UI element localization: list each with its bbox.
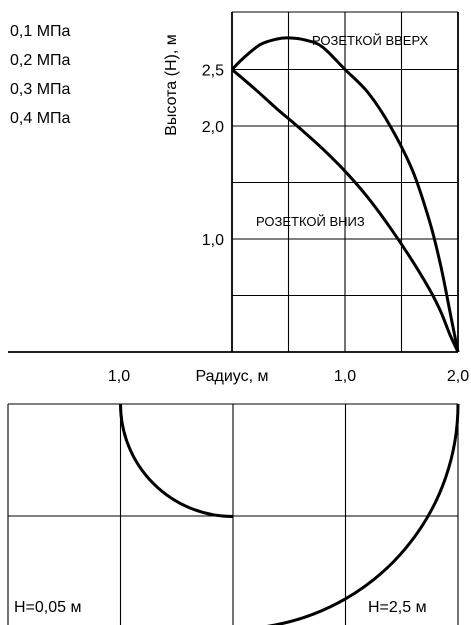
bottom-chart-grid [7,403,459,625]
x-tick-label: 2,0 [447,368,469,385]
x-axis-title: Радиус, м [195,368,268,385]
curve-rozetkoy-vverh [230,36,460,353]
pressure-label: 0,4 МПа [10,110,71,127]
bottom-chart-curves [119,403,460,625]
circle-h-0-05 [119,403,234,518]
pressure-label: 0,2 МПа [10,52,71,69]
bottom-chart-labels: Н=0,05 м Н=2,5 м [14,599,427,616]
y-tick-label: 2,5 [202,63,224,80]
series-label-rozetkoy-vverh: РОЗЕТКОЙ ВВЕРХ [312,33,429,48]
pressure-legend: 0,1 МПа 0,2 МПа 0,3 МПа 0,4 МПа [10,23,71,127]
x-tick-label: 1,0 [108,368,130,385]
pressure-label: 0,3 МПа [10,81,71,98]
label-h-0-05: Н=0,05 м [14,599,81,616]
circle-h-2-5 [274,403,460,625]
y-tick-label: 2,0 [202,119,224,136]
label-h-2-5: Н=2,5 м [368,599,427,616]
top-chart-curves [230,36,460,353]
top-chart-grid [232,11,458,352]
series-label-rozetkoy-vniz: РОЗЕТКОЙ ВНИЗ [256,214,365,229]
y-axis-title: Высота (Н), м [163,34,180,136]
y-tick-label: 1,0 [202,232,224,249]
top-chart-labels: РОЗЕТКОЙ ВВЕРХ РОЗЕТКОЙ ВНИЗ 1,0 2,0 2,5 1,0 1… [108,33,469,385]
curve-rozetkoy-vniz [231,68,460,353]
x-tick-label: 1,0 [334,368,356,385]
pressure-label: 0,1 МПа [10,23,71,40]
